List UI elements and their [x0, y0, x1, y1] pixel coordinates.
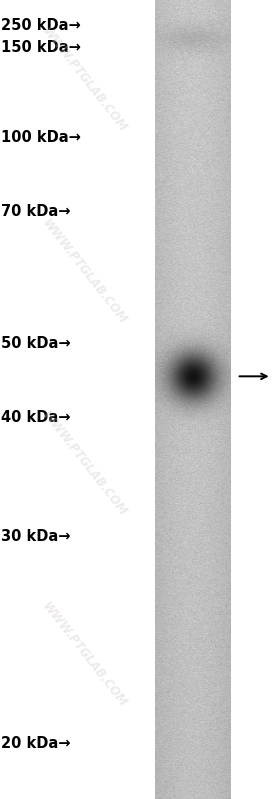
Text: WWW.PTGLAB.COM: WWW.PTGLAB.COM [39, 408, 129, 519]
Text: 150 kDa→: 150 kDa→ [1, 41, 81, 55]
Text: 100 kDa→: 100 kDa→ [1, 130, 81, 145]
Text: WWW.PTGLAB.COM: WWW.PTGLAB.COM [39, 217, 129, 327]
Text: 20 kDa→: 20 kDa→ [1, 736, 71, 750]
Text: 30 kDa→: 30 kDa→ [1, 530, 71, 544]
Text: WWW.PTGLAB.COM: WWW.PTGLAB.COM [39, 600, 129, 710]
Text: 70 kDa→: 70 kDa→ [1, 205, 71, 219]
Text: 40 kDa→: 40 kDa→ [1, 411, 71, 425]
Text: WWW.PTGLAB.COM: WWW.PTGLAB.COM [39, 25, 129, 135]
Text: 50 kDa→: 50 kDa→ [1, 336, 71, 351]
Text: 250 kDa→: 250 kDa→ [1, 18, 81, 33]
